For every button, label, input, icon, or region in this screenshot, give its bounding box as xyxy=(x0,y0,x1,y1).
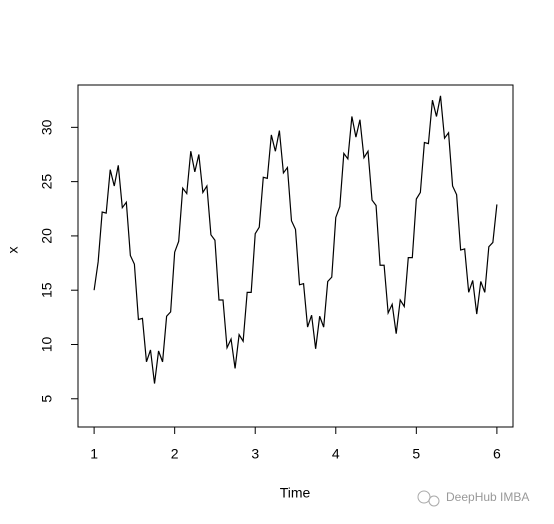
watermark-icon xyxy=(417,490,440,507)
y-tick-label: 25 xyxy=(39,174,55,190)
y-tick-label: 30 xyxy=(39,119,55,135)
y-axis-label: x xyxy=(5,247,21,254)
y-tick-label: 5 xyxy=(39,395,55,403)
x-tick-label: 1 xyxy=(90,446,98,462)
watermark: DeepHub IMBA xyxy=(446,490,529,504)
plot-box xyxy=(77,84,514,428)
x-axis-label: Time xyxy=(280,485,311,501)
x-tick-label: 2 xyxy=(171,446,179,462)
x-tick-label: 4 xyxy=(332,446,340,462)
y-tick-label: 20 xyxy=(39,228,55,244)
x-tick-label: 6 xyxy=(493,446,501,462)
y-tick-label: 10 xyxy=(39,336,55,352)
x-tick-label: 3 xyxy=(251,446,259,462)
y-tick-label: 15 xyxy=(39,282,55,298)
series-line xyxy=(93,95,498,384)
x-tick-label: 5 xyxy=(412,446,420,462)
